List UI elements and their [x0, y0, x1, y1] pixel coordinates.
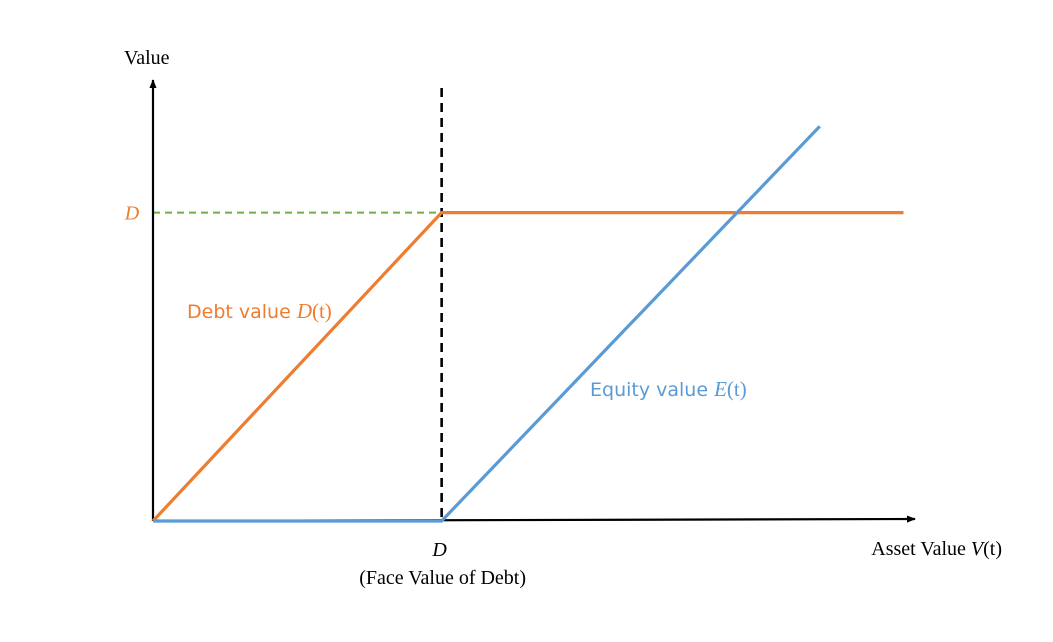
debt-label-var: D	[296, 299, 312, 323]
x-tick-label: D	[431, 539, 447, 561]
equity-series-label: Equity value E(t)	[590, 377, 747, 401]
x-axis-label-var: V	[971, 538, 986, 560]
x-tick-sublabel: (Face Value of Debt)	[359, 567, 526, 589]
equity-value-line	[153, 125, 821, 523]
debt-label-prefix: Debt value	[187, 301, 297, 323]
debt-value-line	[151, 211, 904, 523]
debt-series-label: Debt value D(t)	[187, 299, 332, 323]
equity-label-var: E	[713, 377, 727, 401]
y-axis-label: Value	[124, 47, 170, 69]
equity-label-prefix: Equity value	[590, 379, 714, 401]
y-tick-label: D	[124, 203, 140, 225]
x-axis-label: Asset Value V(t)	[871, 538, 1002, 560]
x-axis-label-prefix: Asset Value	[871, 538, 971, 560]
x-axis-label-arg: (t)	[983, 538, 1002, 560]
equity-label-arg: (t)	[727, 377, 747, 401]
debt-label-arg: (t)	[312, 299, 332, 323]
